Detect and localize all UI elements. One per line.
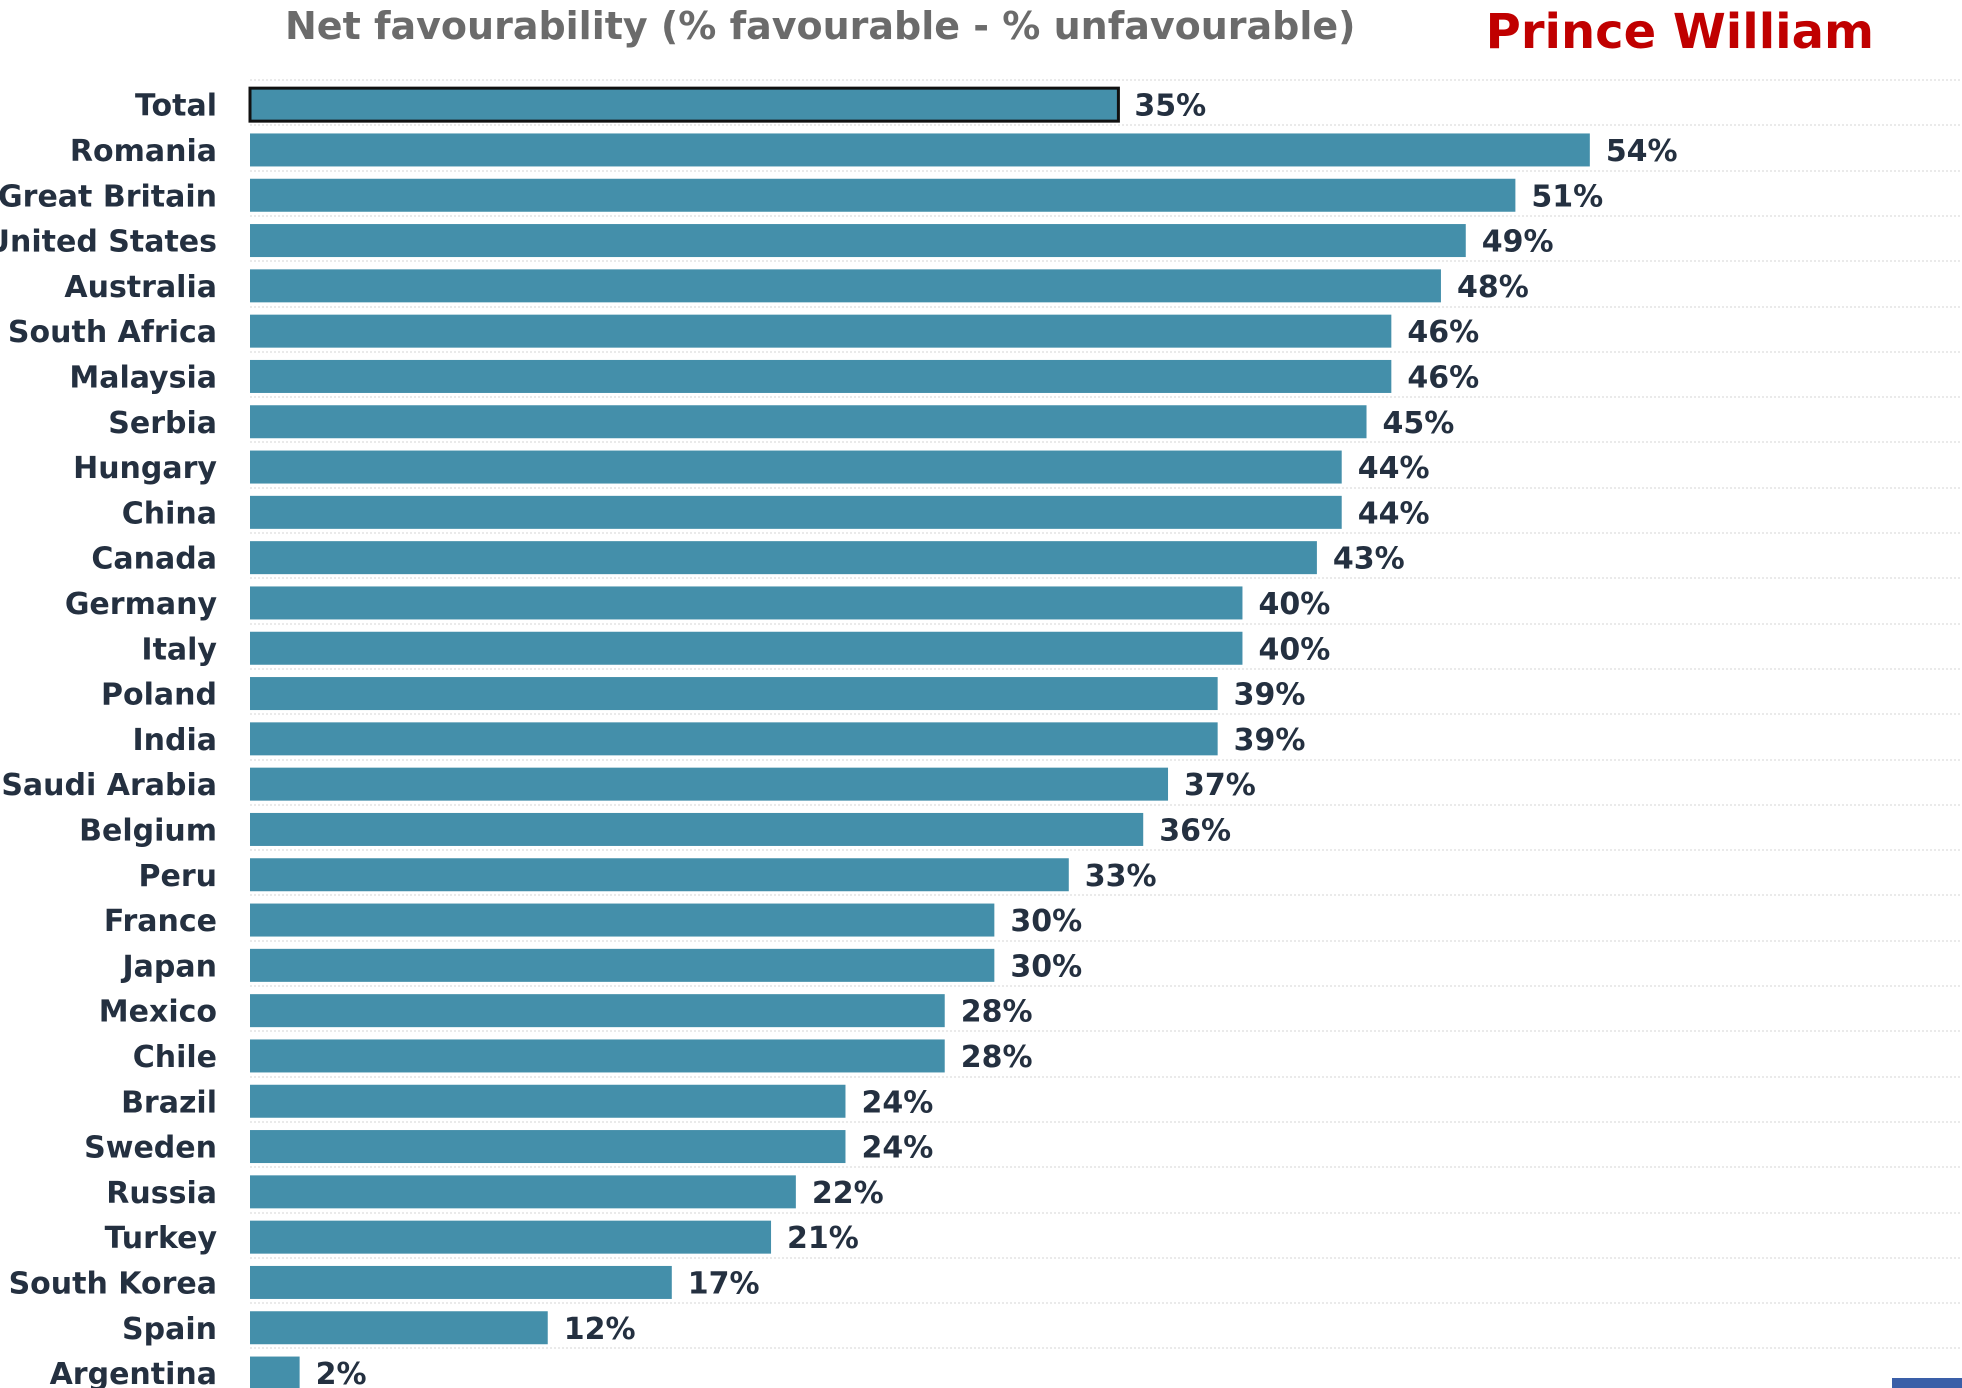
value-label: 45% — [1383, 406, 1455, 441]
value-label: 2% — [316, 1357, 367, 1388]
value-label: 43% — [1333, 542, 1405, 577]
bar-south-africa — [250, 314, 1392, 348]
value-label: 35% — [1134, 89, 1206, 124]
category-label: Serbia — [108, 406, 217, 441]
value-label: 12% — [564, 1312, 636, 1347]
bar-argentina — [250, 1356, 300, 1388]
bar-india — [250, 722, 1218, 756]
category-label: Russia — [106, 1176, 217, 1211]
category-label: Hungary — [73, 451, 217, 486]
bar-belgium — [250, 812, 1144, 846]
category-label: South Korea — [9, 1266, 217, 1301]
category-label: South Africa — [8, 315, 217, 350]
category-label: France — [104, 904, 217, 939]
bar-poland — [250, 677, 1218, 711]
value-label: 46% — [1407, 360, 1479, 395]
bar-turkey — [250, 1220, 772, 1254]
bar-saudi-arabia — [250, 767, 1169, 801]
value-label: 44% — [1358, 451, 1430, 486]
value-label: 36% — [1159, 813, 1231, 848]
value-label: 28% — [961, 1040, 1033, 1075]
bar-japan — [250, 948, 995, 982]
bar-italy — [250, 631, 1243, 665]
category-label: Great Britain — [0, 179, 217, 214]
category-label: Poland — [101, 678, 217, 713]
category-label: Malaysia — [69, 360, 217, 395]
value-label: 44% — [1358, 496, 1430, 531]
value-label: 21% — [787, 1221, 859, 1256]
bar-malaysia — [250, 359, 1392, 393]
value-label: 49% — [1482, 225, 1554, 260]
category-label: Japan — [121, 949, 217, 984]
bar-peru — [250, 858, 1069, 892]
category-label: Brazil — [121, 1085, 217, 1120]
chart-subject: Prince William — [1485, 4, 1874, 60]
value-label: 40% — [1258, 587, 1330, 622]
value-label: 37% — [1184, 768, 1256, 803]
category-label: Chile — [133, 1040, 217, 1075]
bar-romania — [250, 133, 1590, 167]
category-label: Turkey — [105, 1221, 218, 1256]
bar-australia — [250, 269, 1441, 303]
value-label: 51% — [1531, 179, 1603, 214]
bar-sweden — [250, 1130, 846, 1164]
bar-total — [248, 86, 1120, 123]
bar-chile — [250, 1039, 945, 1073]
bar-brazil — [250, 1084, 846, 1118]
bar-china — [250, 495, 1342, 529]
bar-spain — [250, 1311, 548, 1345]
category-label: Canada — [91, 542, 217, 577]
category-label: Spain — [122, 1312, 217, 1347]
category-label: Saudi Arabia — [1, 768, 217, 803]
category-label: Belgium — [79, 813, 217, 848]
bar-south-korea — [250, 1265, 672, 1299]
bar-united-states — [250, 224, 1466, 258]
value-label: 46% — [1407, 315, 1479, 350]
value-label: 28% — [961, 995, 1033, 1030]
corner-accent — [1892, 1378, 1962, 1388]
bar-russia — [250, 1175, 796, 1209]
chart-title: Net favourability (% favourable - % unfa… — [285, 4, 1356, 48]
value-label: 54% — [1606, 134, 1678, 169]
category-label: Total — [135, 89, 217, 124]
value-label: 24% — [861, 1131, 933, 1166]
category-label: Italy — [141, 632, 217, 667]
category-label: India — [132, 723, 217, 758]
value-label: 17% — [688, 1266, 760, 1301]
value-label: 40% — [1258, 632, 1330, 667]
bar-serbia — [250, 405, 1367, 439]
bar-hungary — [250, 450, 1342, 484]
bar-mexico — [250, 994, 945, 1028]
category-label: United States — [0, 225, 217, 260]
bar-canada — [250, 541, 1317, 575]
bar-germany — [250, 586, 1243, 620]
value-label: 39% — [1234, 723, 1306, 758]
category-label: Peru — [139, 859, 218, 894]
value-label: 33% — [1085, 859, 1157, 894]
category-label: Mexico — [99, 995, 217, 1030]
bar-great-britain — [250, 178, 1516, 212]
category-label: Argentina — [50, 1357, 217, 1388]
value-label: 48% — [1457, 270, 1529, 305]
category-label: Romania — [70, 134, 217, 169]
value-label: 24% — [861, 1085, 933, 1120]
value-label: 30% — [1010, 904, 1082, 939]
category-label: China — [122, 496, 217, 531]
category-label: Sweden — [84, 1131, 217, 1166]
value-label: 39% — [1234, 678, 1306, 713]
bar-france — [250, 903, 995, 937]
category-label: Germany — [65, 587, 218, 622]
category-label: Australia — [64, 270, 217, 305]
value-label: 30% — [1010, 949, 1082, 984]
value-label: 22% — [812, 1176, 884, 1211]
